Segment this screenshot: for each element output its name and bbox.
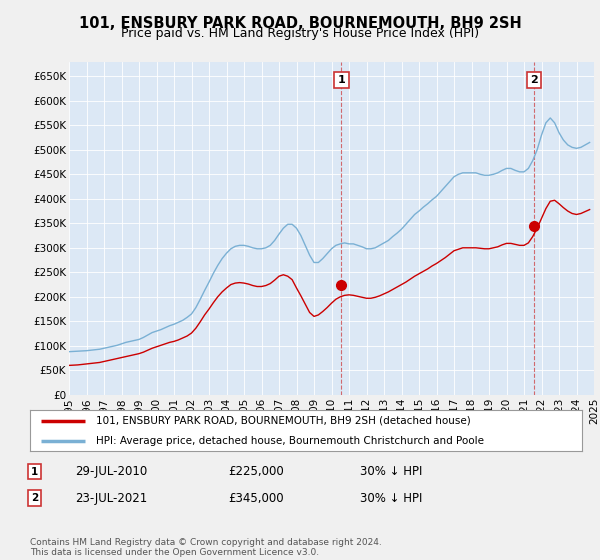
Text: 1: 1 [31,466,38,477]
Text: Price paid vs. HM Land Registry's House Price Index (HPI): Price paid vs. HM Land Registry's House … [121,27,479,40]
Text: 2: 2 [31,493,38,503]
Text: Contains HM Land Registry data © Crown copyright and database right 2024.
This d: Contains HM Land Registry data © Crown c… [30,538,382,557]
Text: £225,000: £225,000 [228,465,284,478]
Text: 101, ENSBURY PARK ROAD, BOURNEMOUTH, BH9 2SH (detached house): 101, ENSBURY PARK ROAD, BOURNEMOUTH, BH9… [96,416,471,426]
Text: 2: 2 [530,75,538,85]
Text: £345,000: £345,000 [228,492,284,505]
Text: 30% ↓ HPI: 30% ↓ HPI [360,492,422,505]
Text: 101, ENSBURY PARK ROAD, BOURNEMOUTH, BH9 2SH: 101, ENSBURY PARK ROAD, BOURNEMOUTH, BH9… [79,16,521,31]
Text: 23-JUL-2021: 23-JUL-2021 [75,492,147,505]
Text: 30% ↓ HPI: 30% ↓ HPI [360,465,422,478]
Text: HPI: Average price, detached house, Bournemouth Christchurch and Poole: HPI: Average price, detached house, Bour… [96,436,484,446]
Text: 29-JUL-2010: 29-JUL-2010 [75,465,147,478]
Text: 1: 1 [338,75,346,85]
